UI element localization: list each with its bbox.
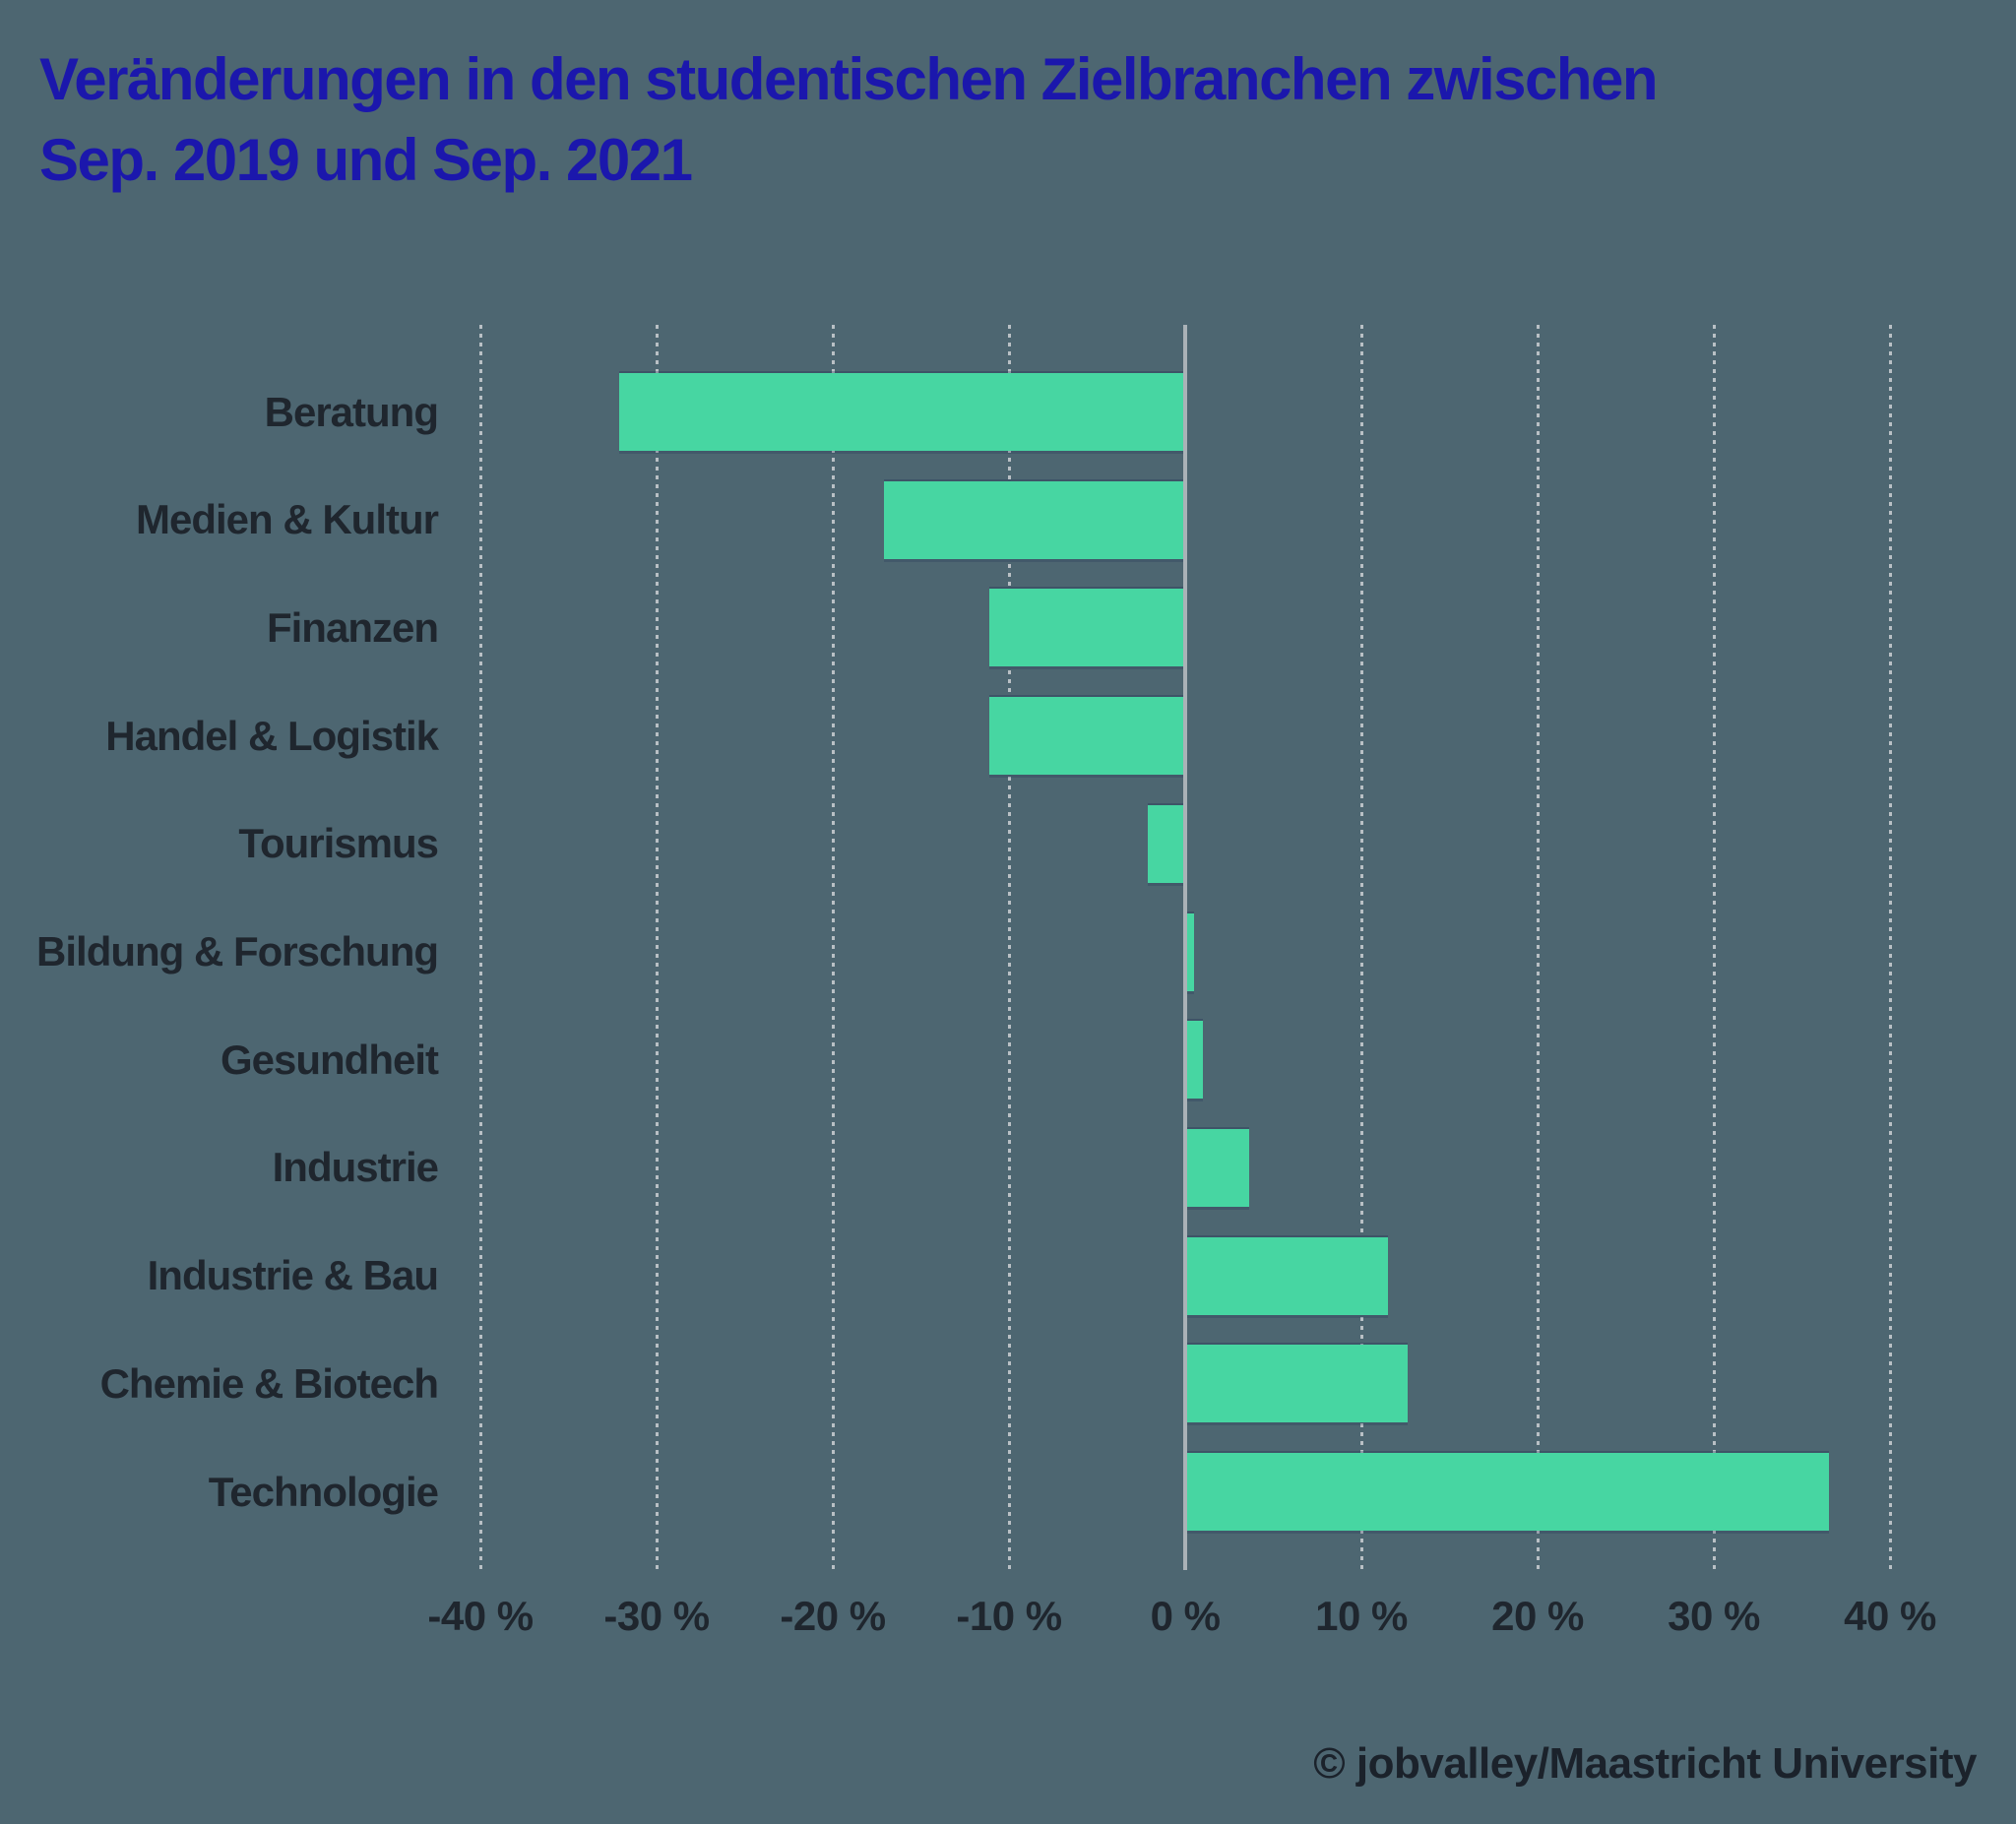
gridline--10 [1007,325,1011,1570]
bar-chemie-biotech [1187,1345,1408,1423]
gridline--40 [478,325,482,1570]
bar-finanzen [989,589,1183,667]
plot-area [478,325,1892,1570]
bar-beratung [619,373,1183,451]
tick-label-20: 20 % [1491,1593,1584,1639]
gridline--20 [831,325,835,1570]
copyright-credit: © jobvalley/Maastricht University [1313,1739,1977,1788]
category-label-gesundheit: Gesundheit [220,1036,439,1083]
bar-industrie [1187,1128,1249,1207]
category-label-technologie: Technologie [208,1468,439,1515]
gridline-10 [1359,325,1363,1570]
bar-tourismus [1148,804,1183,883]
gridline-30 [1712,325,1716,1570]
chart-title-line2: Sep. 2019 und Sep. 2021 [39,127,693,193]
category-label-medien-kultur: Medien & Kultur [136,496,439,543]
bar-industrie-bau [1187,1236,1389,1315]
category-label-tourismus: Tourismus [238,820,439,867]
bar-gesundheit [1187,1021,1204,1100]
chart-title-line1: Veränderungen in den studentischen Zielb… [39,46,1659,112]
category-label-industrie-bau: Industrie & Bau [147,1252,439,1299]
tick-label--30: -30 % [603,1593,710,1639]
tick-label--40: -40 % [427,1593,534,1639]
gridline-40 [1888,325,1892,1570]
category-label-chemie-biotech: Chemie & Biotech [99,1359,439,1407]
category-label-industrie: Industrie [272,1144,439,1191]
tick-label--10: -10 % [956,1593,1062,1639]
bar-bildung-forschung [1187,912,1195,991]
bar-handel-logistik [989,697,1183,776]
tick-label-10: 10 % [1315,1593,1408,1639]
category-label-finanzen: Finanzen [266,603,439,651]
tick-label--20: -20 % [780,1593,886,1639]
zero-axis-line [1183,325,1187,1570]
tick-label-30: 30 % [1668,1593,1760,1639]
tick-label-0: 0 % [1150,1593,1221,1639]
gridline-20 [1536,325,1540,1570]
tick-label-40: 40 % [1844,1593,1936,1639]
chart-title: Veränderungen in den studentischen Zielb… [39,39,1659,201]
bar-medien-kultur [883,480,1183,559]
bar-technologie [1187,1453,1829,1531]
category-label-beratung: Beratung [264,388,439,435]
category-label-bildung-forschung: Bildung & Forschung [36,928,439,975]
gridline--30 [655,325,659,1570]
category-label-handel-logistik: Handel & Logistik [105,712,439,759]
